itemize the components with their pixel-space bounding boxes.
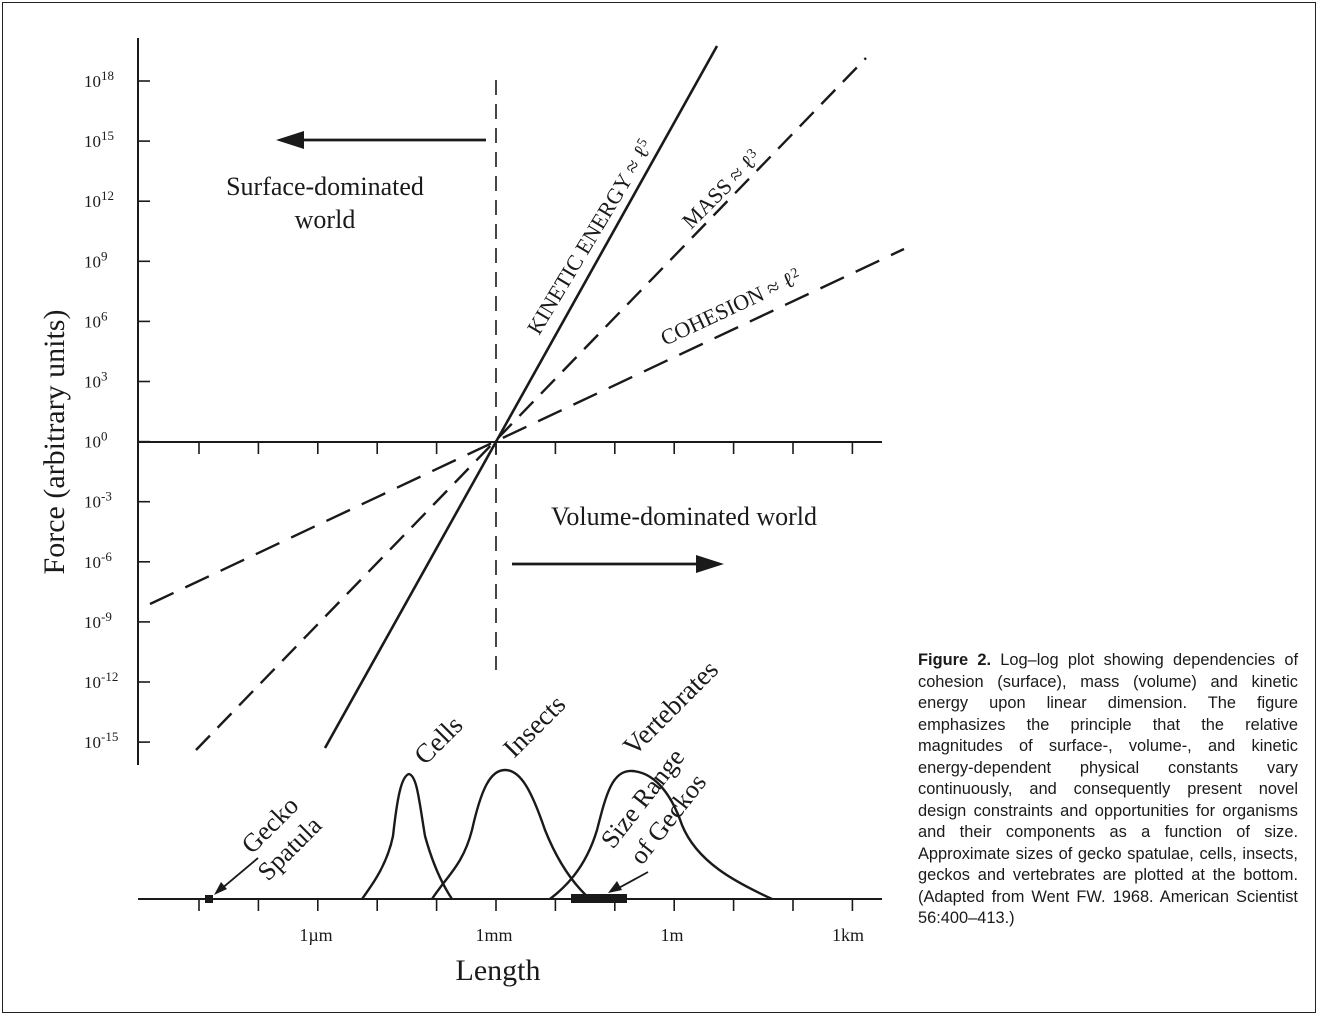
mass-line: [195, 57, 867, 751]
insects-curve: [430, 768, 591, 900]
y-tick-label: 1012: [84, 188, 114, 212]
gecko-spatula-marker: [205, 895, 213, 903]
y-tick-label: 109: [84, 248, 108, 272]
y-tick-label: 1015: [84, 128, 114, 152]
caption-text: Log–log plot showing dependencies of coh…: [918, 651, 1298, 927]
surface-region-label-2: world: [295, 205, 356, 234]
x-tick-label: 1µm: [299, 925, 332, 945]
gecko-size-pointer-head: [608, 881, 622, 893]
vertebrates-curve: [549, 769, 773, 901]
kinetic-energy-line: [323, 45, 719, 749]
x-tick-label: 1km: [832, 925, 864, 945]
gecko-spatula-pointer-head: [214, 882, 227, 895]
mass-label: MASS ≈ ℓ3: [677, 145, 766, 234]
volume-arrow-head: [696, 555, 724, 573]
cohesion-line: [149, 247, 905, 606]
insects-label: Insects: [497, 689, 571, 763]
figure-caption: Figure 2. Log–log plot showing dependenc…: [918, 650, 1298, 930]
cells-label: Cells: [408, 710, 468, 770]
y-tick-label: 1018: [84, 68, 114, 92]
x-axis-title: Length: [456, 954, 541, 987]
y-tick-label: 100: [84, 428, 108, 452]
y-tick-label: 106: [84, 308, 108, 332]
x-tick-label: 1mm: [475, 925, 512, 945]
y-tick-label: 10-3: [84, 488, 112, 512]
cells-curve: [361, 772, 453, 900]
surface-region-label-1: Surface-dominated: [226, 172, 424, 201]
x-tick-label: 1m: [660, 925, 683, 945]
y-tick-label: 10-15: [84, 729, 118, 753]
gecko-spatula-pointer: [219, 857, 259, 891]
volume-region-label: Volume-dominated world: [551, 502, 817, 531]
y-tick-label: 10-6: [84, 548, 112, 572]
y-axis-title: Force (arbitrary units): [38, 310, 71, 575]
y-tick-label: 103: [84, 368, 108, 392]
vertebrates-label: Vertebrates: [617, 654, 724, 761]
kinetic-energy-label: KINETIC ENERGY ≈ ℓ5: [522, 135, 658, 339]
surface-arrow-head: [276, 131, 304, 149]
gecko-size-pointer: [614, 871, 649, 891]
cohesion-label: COHESION ≈ ℓ2: [657, 264, 805, 351]
caption-label: Figure 2.: [918, 651, 992, 669]
y-tick-label: 10-12: [84, 669, 118, 693]
y-tick-label: 10-9: [84, 608, 112, 632]
gecko-size-range-bar: [571, 894, 627, 903]
